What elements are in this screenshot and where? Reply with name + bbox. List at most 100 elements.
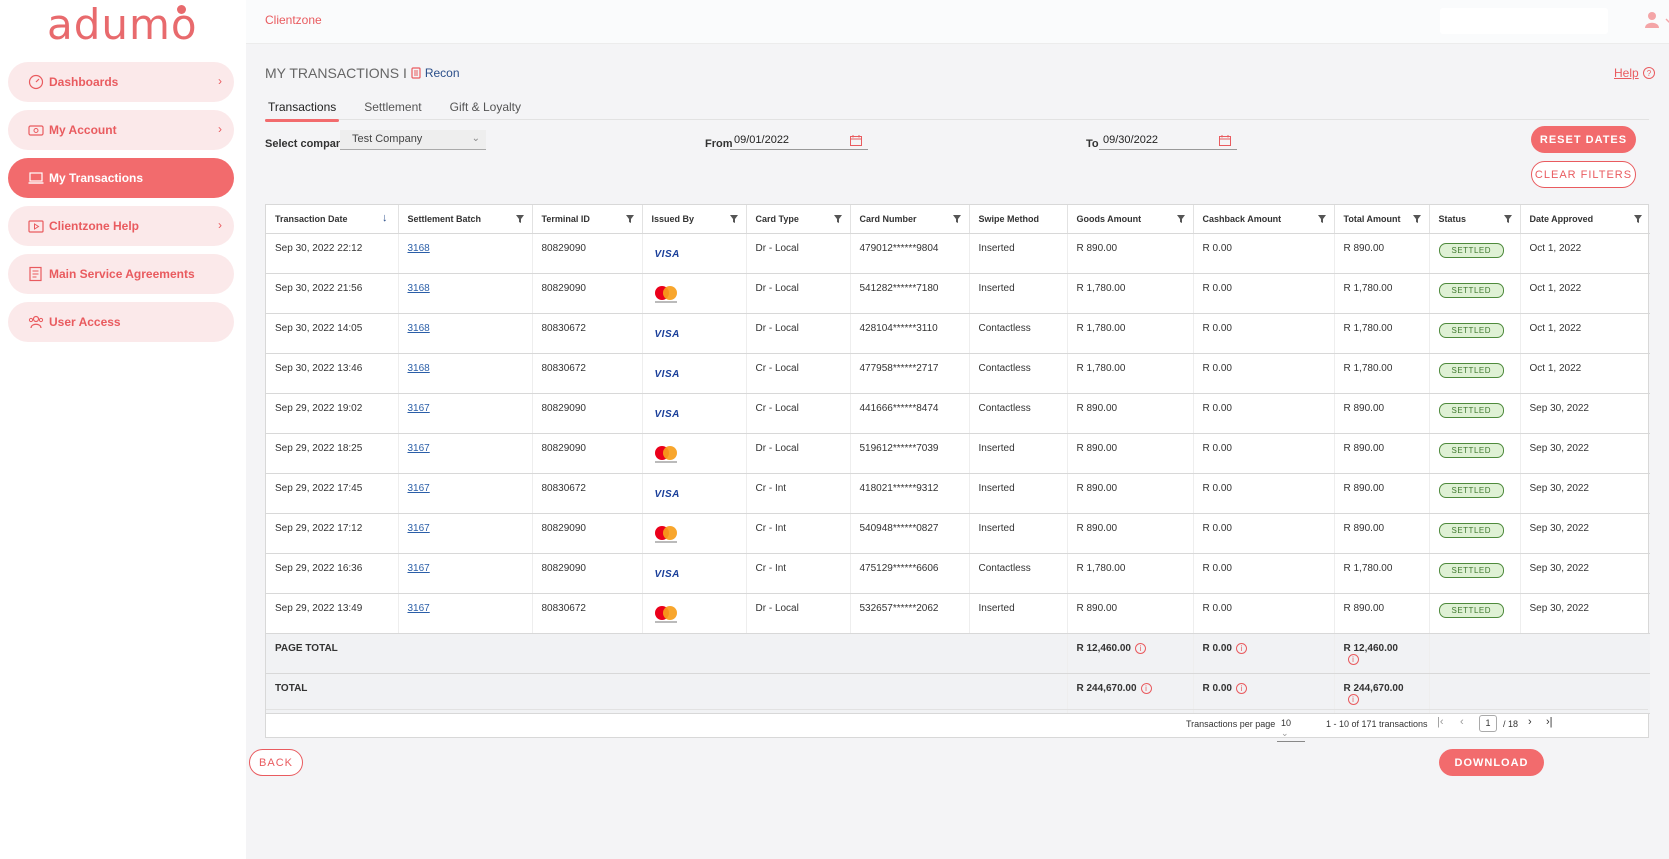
filter-icon[interactable] <box>515 215 524 225</box>
filter-icon[interactable] <box>833 215 842 225</box>
cell-total: R 1,780.00 <box>1334 313 1430 354</box>
column-header-goods-amount[interactable]: Goods Amount <box>1067 205 1194 234</box>
top-search-box[interactable] <box>1440 8 1608 34</box>
table-row[interactable]: Sep 29, 2022 17:12 3167 80829090 Cr - Int 54… <box>266 513 1650 554</box>
cell-issuer: VISA <box>642 473 747 514</box>
filter-icon[interactable] <box>1634 215 1642 225</box>
sort-desc-icon[interactable]: ↓ <box>382 212 388 224</box>
column-header-status[interactable]: Status <box>1429 205 1521 234</box>
settlement-batch-link[interactable]: 3167 <box>407 402 430 414</box>
filter-icon[interactable] <box>1412 215 1421 225</box>
calendar-icon[interactable] <box>1219 135 1231 146</box>
column-header-card-number[interactable]: Card Number <box>850 205 970 234</box>
table-row[interactable]: Sep 30, 2022 14:05 3168 80830672 VISA Dr - L… <box>266 313 1650 354</box>
settlement-batch-link[interactable]: 3167 <box>407 442 430 454</box>
sidebar-item-label: Clientzone Help <box>49 219 140 233</box>
table-row[interactable]: Sep 29, 2022 18:25 3167 80829090 Dr - Local… <box>266 433 1650 474</box>
info-icon[interactable]: i <box>1347 693 1359 705</box>
settlement-batch-link[interactable]: 3167 <box>407 522 430 534</box>
tab-settlement[interactable]: Settlement <box>364 100 422 114</box>
info-icon[interactable]: i <box>1235 682 1247 694</box>
sidebar-item-user-access[interactable]: User Access <box>8 302 234 342</box>
column-header-settlement-batch[interactable]: Settlement Batch <box>398 205 533 234</box>
help-link[interactable]: Help ? <box>1614 66 1656 80</box>
settlement-batch-link[interactable]: 3167 <box>407 562 430 574</box>
table-row[interactable]: Sep 29, 2022 19:02 3167 80829090 VISA Cr - L… <box>266 393 1650 434</box>
column-header-swipe-method[interactable]: Swipe Method <box>969 205 1068 234</box>
from-date-input[interactable]: 09/01/2022 <box>730 132 868 150</box>
tab-gift-loyalty[interactable]: Gift & Loyalty <box>449 100 521 114</box>
sidebar-item-my-account[interactable]: My Account › <box>8 110 234 150</box>
table-row[interactable]: Sep 29, 2022 17:45 3167 80830672 VISA Cr - I… <box>266 473 1650 514</box>
settlement-batch-link[interactable]: 3168 <box>407 242 430 254</box>
status-badge: SETTLED <box>1438 402 1505 418</box>
filter-icon[interactable] <box>1317 215 1326 225</box>
filter-icon[interactable] <box>729 215 738 225</box>
settlement-batch-link[interactable]: 3167 <box>407 602 430 614</box>
table-row[interactable]: Sep 30, 2022 13:46 3168 80830672 VISA Cr - L… <box>266 353 1650 394</box>
cell-date: Sep 30, 2022 21:56 <box>266 273 399 314</box>
cell-card-type: Cr - Int <box>746 473 851 514</box>
cell-issuer: VISA <box>642 353 747 394</box>
calendar-icon[interactable] <box>850 135 862 146</box>
user-menu[interactable] <box>1644 10 1669 35</box>
table-row[interactable]: Sep 30, 2022 22:12 3168 80829090 VISA Dr - L… <box>266 233 1650 274</box>
sidebar-item-dashboards[interactable]: Dashboards › <box>8 62 234 102</box>
cell-date: Sep 30, 2022 13:46 <box>266 353 399 394</box>
filter-icon[interactable] <box>1503 215 1512 225</box>
cell-terminal: 80830672 <box>532 593 643 634</box>
prev-page-icon[interactable]: ‹ <box>1460 716 1464 728</box>
cell-approved: Oct 1, 2022 <box>1520 233 1650 274</box>
from-label: From <box>705 138 733 150</box>
reset-dates-button[interactable]: RESET DATES <box>1531 126 1636 153</box>
table-row[interactable]: Sep 29, 2022 13:49 3167 80830672 Dr - Local… <box>266 593 1650 634</box>
back-button[interactable]: BACK <box>249 749 303 776</box>
sidebar-item-clientzone-help[interactable]: Clientzone Help › <box>8 206 234 246</box>
download-button[interactable]: DOWNLOAD <box>1439 749 1544 776</box>
cell-terminal: 80829090 <box>532 513 643 554</box>
table-row[interactable]: Sep 30, 2022 21:56 3168 80829090 Dr - Local… <box>266 273 1650 314</box>
sidebar-item-my-transactions[interactable]: My Transactions <box>8 158 234 198</box>
filter-icon[interactable] <box>952 215 961 225</box>
cell-total: R 890.00 <box>1334 593 1430 634</box>
column-header-card-type[interactable]: Card Type <box>746 205 851 234</box>
settlement-batch-link[interactable]: 3168 <box>407 282 430 294</box>
cell-approved: Oct 1, 2022 <box>1520 353 1650 394</box>
settlement-batch-link[interactable]: 3168 <box>407 362 430 374</box>
per-page-select[interactable]: 10 ⌄ <box>1277 716 1305 742</box>
info-icon[interactable]: i <box>1347 653 1359 665</box>
cell-total: R 890.00 <box>1334 433 1430 474</box>
column-header-issued-by[interactable]: Issued By <box>642 205 747 234</box>
column-header-transaction-date[interactable]: Transaction Date ↓ <box>266 205 399 234</box>
status-badge: SETTLED <box>1438 522 1505 538</box>
filter-icon[interactable] <box>1176 215 1185 225</box>
recon-link[interactable]: Recon <box>411 66 460 80</box>
filter-icon[interactable] <box>625 215 634 225</box>
last-page-icon[interactable]: ›| <box>1546 716 1553 728</box>
column-header-total-amount[interactable]: Total Amount <box>1334 205 1430 234</box>
cell-total: R 1,780.00 <box>1334 273 1430 314</box>
tab-transactions[interactable]: Transactions <box>265 100 340 122</box>
column-header-cashback-amount[interactable]: Cashback Amount <box>1193 205 1335 234</box>
info-icon[interactable]: i <box>1140 682 1152 694</box>
info-icon[interactable]: i <box>1235 642 1247 654</box>
settlement-batch-link[interactable]: 3167 <box>407 482 430 494</box>
adumo-logo[interactable]: adumo <box>47 0 198 49</box>
cell-total: R 890.00 <box>1334 513 1430 554</box>
column-header-date-approved[interactable]: Date Approved <box>1520 205 1650 234</box>
to-date-input[interactable]: 09/30/2022 <box>1099 132 1237 150</box>
info-icon[interactable]: i <box>1135 642 1146 654</box>
first-page-icon[interactable]: |‹ <box>1437 716 1444 728</box>
table-row[interactable]: Sep 29, 2022 16:36 3167 80829090 VISA Cr - I… <box>266 553 1650 594</box>
sidebar-item-main-service-agreements[interactable]: Main Service Agreements <box>8 254 234 294</box>
company-select[interactable]: Test Company ⌄ <box>340 130 486 150</box>
cell-total: R 1,780.00 <box>1334 553 1430 594</box>
next-page-icon[interactable]: › <box>1528 716 1532 728</box>
page-number-input[interactable]: 1 <box>1479 715 1497 732</box>
breadcrumb[interactable]: Clientzone <box>265 13 322 27</box>
settlement-batch-link[interactable]: 3168 <box>407 322 430 334</box>
column-header-terminal-id[interactable]: Terminal ID <box>532 205 643 234</box>
clear-filters-button[interactable]: CLEAR FILTERS <box>1531 161 1636 188</box>
cell-date: Sep 29, 2022 16:36 <box>266 553 399 594</box>
status-badge: SETTLED <box>1438 562 1505 578</box>
